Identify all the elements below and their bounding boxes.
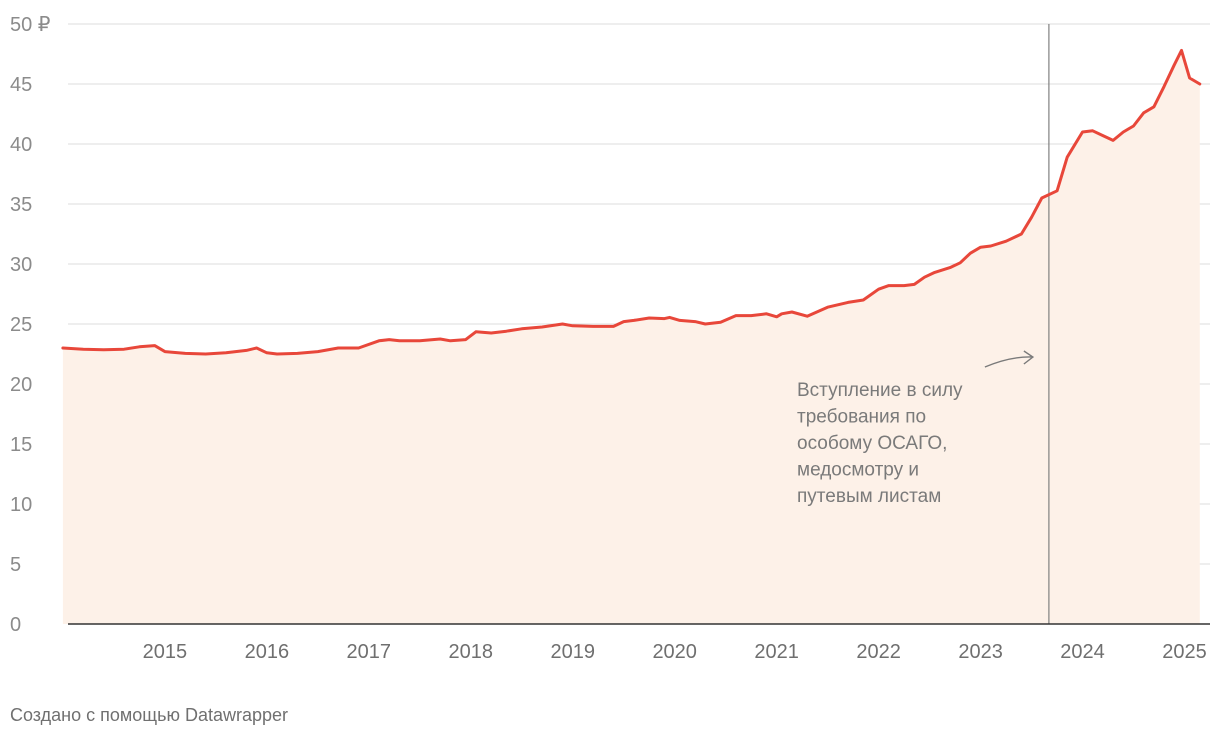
annotation-line: путевым листам	[797, 486, 941, 507]
series-area	[62, 50, 1200, 624]
x-tick-label: 2024	[1060, 641, 1105, 663]
series-line	[61, 48, 1202, 356]
y-tick-label: 25	[10, 314, 32, 336]
x-tick-label: 2017	[347, 641, 392, 663]
x-tick-label: 2021	[754, 641, 799, 663]
y-tick-label: 5	[10, 554, 21, 576]
x-tick-label: 2022	[856, 641, 901, 663]
annotation-line: требования по	[797, 407, 926, 428]
x-tick-label: 2025	[1162, 641, 1207, 663]
x-tick-label: 2019	[550, 641, 595, 663]
y-tick-label: 50 ₽	[10, 14, 51, 36]
annotation-text: Вступление в силу требования по особому ОС…	[797, 380, 963, 507]
y-tick-label: 20	[10, 374, 32, 396]
y-axis-ticks: 0 5 10 15 20 25 30 35 40 45 50 ₽	[10, 14, 51, 636]
y-tick-label: 15	[10, 434, 32, 456]
y-tick-label: 30	[10, 254, 32, 276]
y-tick-label: 10	[10, 494, 32, 516]
y-tick-label: 40	[10, 134, 32, 156]
credit-text: Создано с помощью Datawrapper	[10, 705, 289, 725]
y-tick-label: 0	[10, 614, 21, 636]
x-tick-label: 2015	[143, 641, 188, 663]
x-tick-label: 2018	[449, 641, 494, 663]
y-tick-label: 45	[10, 74, 32, 96]
x-axis-ticks: 2015 2016 2017 2018 2019 2020 2021 2022 2023 2024…	[143, 641, 1207, 663]
annotation-line: особому ОСАГО,	[797, 433, 947, 454]
annotation-arrow	[984, 350, 1035, 368]
x-tick-label: 2023	[958, 641, 1003, 663]
x-tick-label: 2020	[652, 641, 697, 663]
annotation-line: Вступление в силу	[797, 380, 963, 401]
y-tick-label: 35	[10, 194, 32, 216]
annotation-line: медосмотру и	[797, 460, 919, 481]
x-tick-label: 2016	[245, 641, 290, 663]
